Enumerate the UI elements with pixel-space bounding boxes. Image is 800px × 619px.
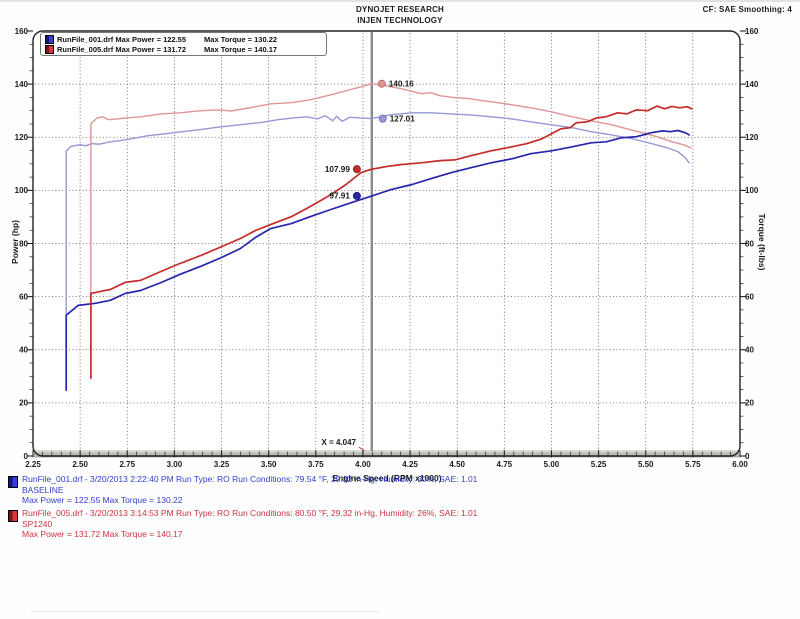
run2-info: RunFile_005.drf - 3/20/2013 3:14:53 PM R… [22,508,477,540]
left-y-tick-label: 120 [15,133,29,142]
cursor-value-label: 127.01 [390,114,415,123]
x-tick-label: 3.75 [308,460,324,469]
right-y-tick-label: 0 [745,452,750,461]
left-y-tick-label: 40 [19,346,28,355]
cursor-marker-dot [378,114,387,123]
right-y-tick-label: 140 [745,80,759,89]
right-y-tick-label: 20 [745,399,754,408]
left-y-tick-label: 80 [19,239,28,248]
x-tick-label: 2.50 [72,460,88,469]
cursor-value-label: 97.91 [329,192,350,201]
report-title-line1: DYNOJET RESEARCH [355,5,445,14]
x-tick-label: 5.00 [544,460,560,469]
x-tick-label: 2.75 [119,460,135,469]
right-y-tick-label: 40 [745,346,754,355]
x-tick-label: 3.50 [261,460,277,469]
legend-maxpower-baseline: Max Power = 122.55 [115,34,187,44]
cursor-x-label: X = 4.047 [321,438,356,447]
run1-max-values: Max Power = 122.55 Max Torque = 130.22 [22,495,183,505]
left-y-tick-label: 60 [19,292,28,301]
left-y-tick-label: 160 [15,27,29,36]
cursor-marker-dot [352,191,361,200]
right-y-tick-label: 80 [745,239,754,248]
torque-baseline-curve [65,112,690,315]
cursor-marker-dot [352,165,361,174]
correction-smoothing-info: CF: SAE Smoothing: 4 [702,5,792,14]
x-axis-title: Engine Speed (RPM x1000) [332,473,442,483]
run1-swatch-icon [8,476,18,488]
right-y-tick-label: 120 [745,133,759,142]
plot-background [33,31,740,456]
legend-swatch-sp1240-icon [45,44,54,54]
legend-file-sp1240: RunFile_005.drf [57,44,114,54]
page-top-edge [0,0,800,2]
legend-row-baseline: RunFile_001.drf Max Power = 122.55 Max T… [45,34,326,44]
power-baseline-curve [65,129,690,391]
power-sp1240-curve [90,105,693,380]
legend-maxtorque-baseline: Max Torque = 130.22 [204,34,278,44]
x-tick-label: 5.50 [638,460,654,469]
report-title-line2: INJEN TECHNOLOGY [357,16,443,25]
x-tick-label: 4.75 [497,460,513,469]
run1-name: BASELINE [22,484,64,495]
run2-swatch-icon [8,510,18,522]
legend-maxpower-sp1240: Max Power = 131.72 [115,44,187,54]
legend-maxtorque-sp1240: Max Torque = 140.17 [204,44,278,54]
run1-conditions: RunFile_001.drf - 3/20/2013 2:22:40 PM R… [22,474,478,484]
left-y-tick-label: 100 [15,186,29,195]
x-tick-label: 5.25 [591,460,607,469]
x-tick-label: 2.25 [25,460,41,469]
run1-info: RunFile_001.drf - 3/20/2013 2:22:40 PM R… [22,474,477,506]
x-tick-label: 4.50 [449,460,465,469]
cursor-marker-dot [377,79,386,88]
x-axis-bar [34,450,739,458]
page-bottom-rule [30,611,380,612]
chart-legend: RunFile_001.drf Max Power = 122.55 Max T… [40,32,327,56]
right-y-tick-label: 100 [745,186,759,195]
plot-frame [32,30,741,457]
legend-file-baseline: RunFile_001.drf [57,34,114,44]
right-y-axis-title: Torque (ft-lbs) [757,213,767,271]
run2-conditions: RunFile_005.drf - 3/20/2013 3:14:53 PM R… [22,508,478,518]
left-y-axis-title: Power (hp) [10,220,20,264]
right-y-tick-label: 160 [745,27,759,36]
left-y-tick-label: 0 [24,452,29,461]
left-y-tick-label: 20 [19,399,28,408]
x-tick-label: 6.00 [732,460,748,469]
x-tick-label: 5.75 [685,460,701,469]
cursor-value-label: 107.99 [325,165,350,174]
run2-max-values: Max Power = 131.72 Max Torque = 140.17 [22,529,183,539]
legend-row-sp1240: RunFile_005.drf Max Power = 131.72 Max T… [45,44,326,54]
x-tick-label: 3.00 [167,460,183,469]
left-y-tick-label: 140 [15,80,29,89]
x-tick-label: 4.00 [355,460,371,469]
x-tick-label: 4.25 [402,460,418,469]
right-y-tick-label: 60 [745,292,754,301]
x-tick-label: 3.25 [214,460,230,469]
run2-name: SP1240 [22,518,53,529]
legend-swatch-baseline-icon [45,34,54,44]
cursor-value-label: 140.16 [389,80,414,89]
